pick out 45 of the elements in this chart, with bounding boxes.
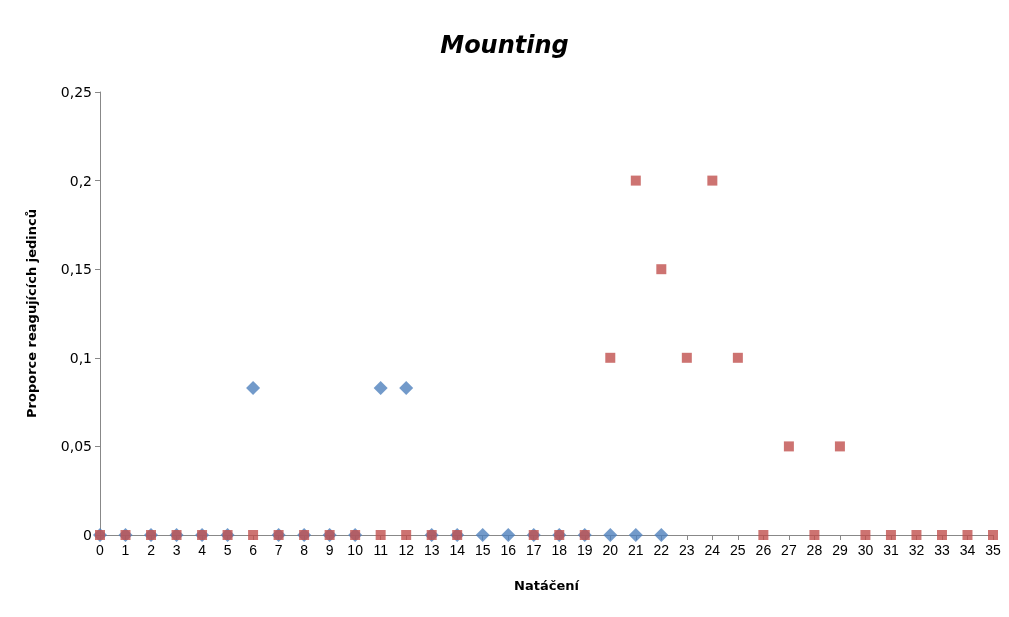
y-tick-label: 0,1 xyxy=(69,349,92,366)
x-tick-label: 16 xyxy=(500,542,517,558)
x-tick-label: 19 xyxy=(576,542,593,558)
x-tick-label: 18 xyxy=(551,542,568,558)
x-tick-label: 26 xyxy=(755,542,772,558)
chart-title: Mounting xyxy=(440,31,569,59)
x-tick-label: 3 xyxy=(172,542,181,558)
x-tick-label: 17 xyxy=(525,542,542,558)
x-tick-label: 2 xyxy=(147,542,156,558)
y-axis-title: Proporce reagujících jedinců xyxy=(24,209,39,418)
x-tick-label: 4 xyxy=(198,542,207,558)
x-tick-label: 10 xyxy=(347,542,364,558)
x-tick-label: 24 xyxy=(704,542,721,558)
x-tick-label: 15 xyxy=(474,542,491,558)
x-tick-label: 21 xyxy=(628,542,644,558)
x-tick-label: 29 xyxy=(832,542,848,558)
x-tick-label: 12 xyxy=(398,542,415,558)
y-tick-label: 0,25 xyxy=(60,84,92,100)
x-tick-label: 6 xyxy=(249,542,258,558)
x-tick-label: 25 xyxy=(730,542,746,558)
x-tick-label: 13 xyxy=(423,542,440,558)
x-tick-label: 5 xyxy=(223,542,232,558)
x-tick-label: 0 xyxy=(96,542,105,558)
x-tick-label: 8 xyxy=(300,542,309,558)
x-tick-label: 31 xyxy=(883,542,899,558)
y-tick-label: 0 xyxy=(83,527,92,543)
x-tick-label: 1 xyxy=(121,542,130,558)
x-tick-label: 14 xyxy=(449,542,466,558)
y-tick-label: 0,15 xyxy=(60,261,92,278)
x-tick-label: 23 xyxy=(679,542,695,558)
x-tick-label: 11 xyxy=(373,542,389,558)
x-tick-label: 34 xyxy=(959,542,976,558)
x-tick-label: 20 xyxy=(602,542,619,558)
x-tick-label: 32 xyxy=(908,542,925,558)
x-tick-label: 27 xyxy=(781,542,797,558)
x-tick-label: 33 xyxy=(934,542,950,558)
x-tick-label: 22 xyxy=(653,542,670,558)
x-tick-label: 28 xyxy=(806,542,823,558)
y-tick-label: 0,05 xyxy=(60,438,92,455)
x-tick-label: 30 xyxy=(857,542,874,558)
x-tick-label: 9 xyxy=(325,542,334,558)
x-axis-title: Natáčení xyxy=(514,578,581,593)
x-tick-label: 7 xyxy=(274,542,283,558)
y-tick-label: 0,2 xyxy=(69,172,92,189)
x-tick-label: 35 xyxy=(985,542,1001,558)
